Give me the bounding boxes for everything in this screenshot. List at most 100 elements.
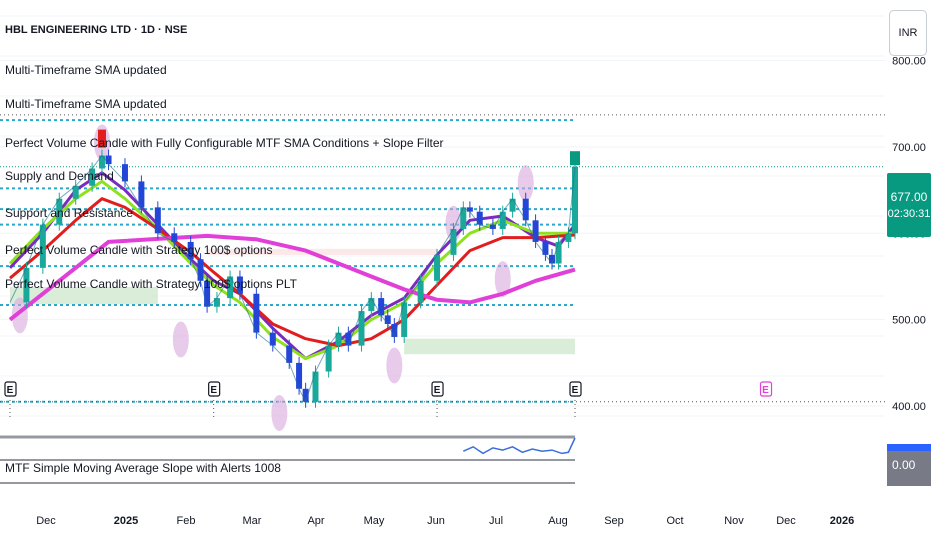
candle-body-42 <box>522 198 529 221</box>
legend-indicator-4[interactable]: Supply and Demand <box>5 169 114 183</box>
candle-body-15 <box>213 298 220 307</box>
candle-body-5 <box>89 168 96 186</box>
candle-body-17 <box>236 276 243 294</box>
legend-oscillator[interactable]: MTF Simple Moving Average Slope with Ale… <box>5 461 281 475</box>
oscillator-value: 0.00 <box>892 458 916 472</box>
moving-average-line-0 <box>8 171 577 361</box>
candle-body-6 <box>98 155 105 169</box>
zone-supply-1 <box>207 248 438 255</box>
moving-average-line-3 <box>8 233 576 322</box>
currency-button[interactable]: INR <box>889 10 927 56</box>
candle-body-9 <box>138 181 145 208</box>
candle-body-24 <box>325 345 332 372</box>
legend-indicator-7[interactable]: Perfect Volume Candle with Strategy 100$… <box>5 277 297 291</box>
oscillator-value-tag: 0.00 <box>887 444 931 486</box>
x-tick-label-12: Dec <box>776 515 796 527</box>
candle-body-25 <box>335 332 342 346</box>
candle-body-31 <box>391 324 398 337</box>
y-tick-label-400: 400.00 <box>892 401 926 413</box>
x-tick-label-9: Sep <box>604 515 624 527</box>
candle-body-21 <box>296 362 303 389</box>
candle-body-39 <box>489 224 496 229</box>
legend-indicator-2[interactable]: Multi-Timeframe SMA updated <box>5 97 167 111</box>
candle-body-10 <box>154 207 161 234</box>
candle-body-43 <box>532 220 539 242</box>
candle-body-11 <box>171 233 178 242</box>
x-tick-label-10: Oct <box>666 515 683 527</box>
candle-body-41 <box>509 198 516 212</box>
x-tick-label-13: 2026 <box>830 515 854 527</box>
earnings-badge-label-4: E <box>762 385 769 396</box>
signal-bubble-2 <box>172 321 189 358</box>
chart-title: HBL ENGINEERING LTD · 1D · NSE <box>5 24 188 36</box>
earnings-badge-label-0: E <box>7 385 14 396</box>
candle-body-8 <box>121 164 128 182</box>
x-tick-label-3: Mar <box>243 515 262 527</box>
x-tick-label-2: Feb <box>177 515 196 527</box>
x-tick-label-0: Dec <box>36 515 56 527</box>
x-tick-label-4: Apr <box>307 515 324 527</box>
x-tick-label-6: Jun <box>427 515 445 527</box>
candle-body-16 <box>227 276 234 299</box>
candle-body-46 <box>555 241 562 264</box>
legend-indicator-1[interactable]: Multi-Timeframe SMA updated <box>5 63 167 77</box>
candle-body-34 <box>434 254 441 281</box>
candle-body-20 <box>286 345 293 363</box>
y-tick-label-500: 500.00 <box>892 315 926 327</box>
candle-body-35 <box>450 228 457 255</box>
x-tick-label-7: Jul <box>489 515 503 527</box>
candle-body-44 <box>542 241 549 255</box>
candle-body-4 <box>72 185 79 199</box>
candle-body-45 <box>549 254 556 264</box>
x-tick-label-11: Nov <box>724 515 744 527</box>
candle-body-37 <box>466 207 473 212</box>
signal-bubble-7 <box>517 165 534 202</box>
last-candle-marker <box>570 151 580 166</box>
candle-body-1 <box>23 267 30 303</box>
candle-body-22 <box>302 388 309 402</box>
candle-body-27 <box>358 311 365 346</box>
candle-body-3 <box>56 198 63 225</box>
candle-body-36 <box>460 207 467 229</box>
candle-body-38 <box>476 211 483 225</box>
legend-indicator-6[interactable]: Perfect Volume Candle with Strategy 100$… <box>5 243 273 257</box>
candle-body-2 <box>39 224 46 268</box>
signal-bubble-4 <box>386 347 403 384</box>
legend-indicator-5[interactable]: Support and Resistance <box>5 206 134 220</box>
earnings-badge-4 <box>759 381 773 397</box>
x-tick-label-1: 2025 <box>114 515 138 527</box>
last-price-tag: 677.00 02:30:31 <box>887 173 931 237</box>
earnings-badge-label-1: E <box>210 385 217 396</box>
y-tick-label-800: 800.00 <box>892 55 926 67</box>
candle-body-14 <box>204 280 211 307</box>
candle-body-48 <box>572 166 578 234</box>
signal-bubble-3 <box>271 394 288 431</box>
candle-body-12 <box>187 241 194 260</box>
oscillator-tag-strip <box>887 444 931 451</box>
candle-body-13 <box>197 259 204 281</box>
candle-body-47 <box>565 233 572 242</box>
candle-body-30 <box>384 315 391 324</box>
candle-body-32 <box>401 302 408 337</box>
candle-body-7 <box>105 155 112 165</box>
candle-body-26 <box>345 332 352 346</box>
earnings-badge-label-3: E <box>572 385 579 396</box>
sell-marker <box>97 129 106 148</box>
x-tick-label-5: May <box>364 515 385 527</box>
earnings-badge-label-2: E <box>434 385 441 396</box>
candle-body-28 <box>368 298 375 312</box>
y-tick-label-700: 700.00 <box>892 142 926 154</box>
zone-demand-2 <box>404 338 575 355</box>
oscillator-line <box>462 437 576 455</box>
last-price-value: 677.00 <box>890 190 928 204</box>
candle-body-33 <box>417 280 424 303</box>
x-tick-label-8: Aug <box>548 515 568 527</box>
candle-body-19 <box>269 332 276 346</box>
candle-body-29 <box>378 298 385 316</box>
legend-indicator-3[interactable]: Perfect Volume Candle with Fully Configu… <box>5 136 444 150</box>
bar-countdown: 02:30:31 <box>887 208 931 220</box>
candle-body-40 <box>499 211 506 229</box>
moving-average-line-2 <box>9 197 576 348</box>
